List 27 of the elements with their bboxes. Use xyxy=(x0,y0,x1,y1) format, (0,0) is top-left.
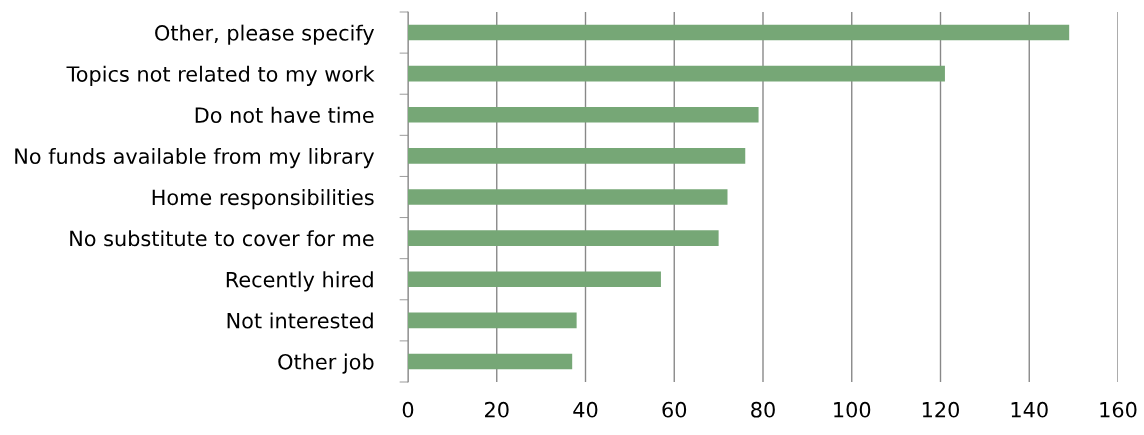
bar xyxy=(408,106,759,123)
x-tick-label: 20 xyxy=(485,401,509,418)
bar xyxy=(408,271,661,288)
x-tick-label: 0 xyxy=(402,401,414,418)
x-tick-label: 100 xyxy=(834,401,871,418)
bar xyxy=(408,312,577,329)
bar xyxy=(408,65,945,82)
y-tick-label: Other job xyxy=(278,353,374,374)
x-tick-label: 40 xyxy=(573,401,598,418)
y-tick-label: Other, please specify xyxy=(155,24,375,45)
y-tick-label: Not interested xyxy=(227,312,373,329)
x-tick-label: 80 xyxy=(751,401,775,418)
y-tick-label: Recently hired xyxy=(226,271,373,292)
y-tick-label: Home responsibilities xyxy=(152,189,374,210)
bar xyxy=(408,189,728,205)
y-tick-label: No substitute to cover for me xyxy=(70,230,374,247)
bar xyxy=(408,353,573,370)
y-tick-label: No funds available from my library xyxy=(15,147,375,169)
x-tick-label: 160 xyxy=(1100,401,1137,418)
x-tick-label: 60 xyxy=(662,401,687,418)
x-tick-label: 120 xyxy=(922,401,959,418)
x-tick-label: 140 xyxy=(1011,401,1048,418)
y-tick-label: Topics not related to my work xyxy=(66,65,375,86)
bar xyxy=(408,24,1070,41)
bar xyxy=(408,230,719,246)
y-tick-label: Do not have time xyxy=(195,106,374,123)
bar xyxy=(408,148,746,164)
